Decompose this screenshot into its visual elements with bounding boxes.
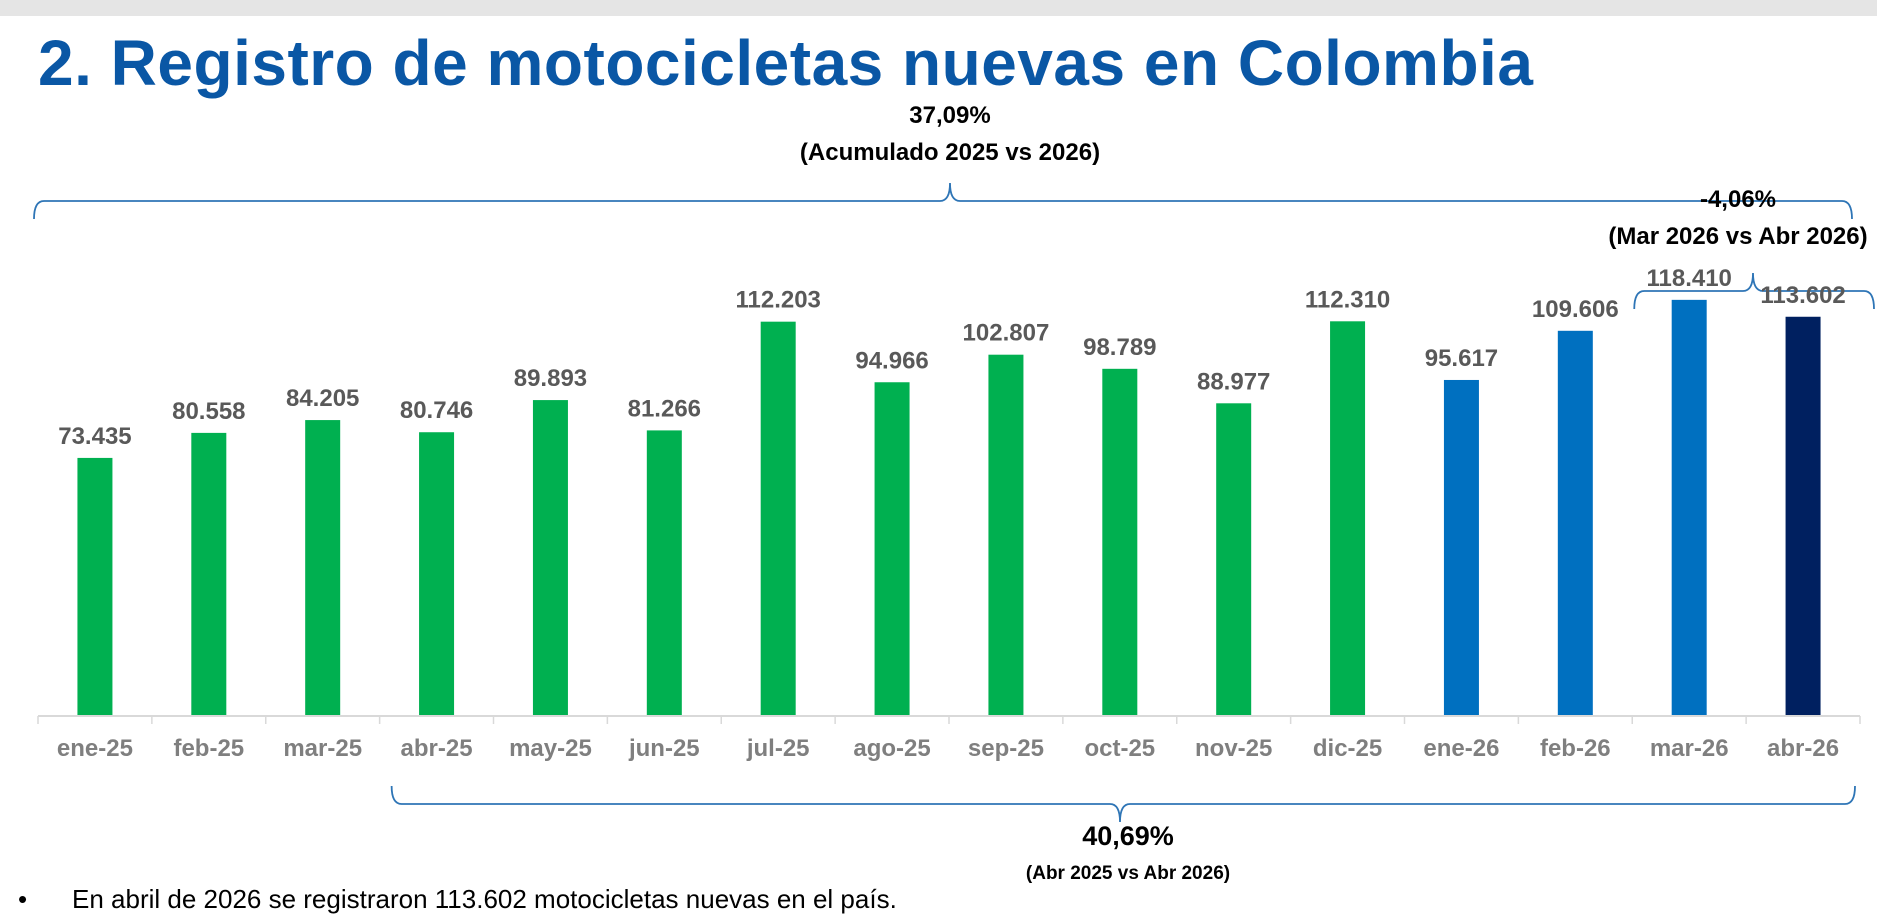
bar-dic-25 bbox=[1330, 321, 1366, 716]
x-tick-label-feb-25: feb-25 bbox=[173, 735, 244, 762]
annotations-layer: 37,09% (Acumulado 2025 vs 2026) -4,06% (… bbox=[800, 102, 1868, 884]
bar-may-25 bbox=[532, 400, 568, 716]
bar-jul-25 bbox=[760, 321, 796, 716]
x-axis-ticks bbox=[37, 716, 1861, 724]
bar-mar-25 bbox=[305, 420, 341, 716]
x-tick-label-feb-26: feb-26 bbox=[1540, 735, 1611, 762]
acumulado-label: (Acumulado 2025 vs 2026) bbox=[800, 139, 1100, 166]
data-label-feb-25: 80.558 bbox=[172, 398, 245, 425]
note-item: • En abril de 2026 se registraron 113.60… bbox=[18, 884, 897, 915]
x-tick-label-jul-25: jul-25 bbox=[746, 735, 810, 762]
data-label-mar-26: 118.410 bbox=[1646, 265, 1731, 292]
anual-pct: 40,69% bbox=[1082, 821, 1174, 851]
data-label-jul-25: 112.203 bbox=[735, 287, 820, 314]
data-label-jun-25: 81.266 bbox=[628, 395, 701, 422]
bar-sep-25 bbox=[988, 354, 1024, 716]
x-tick-label-jun-25: jun-25 bbox=[628, 735, 700, 762]
brackets-layer bbox=[33, 182, 1875, 823]
x-tick-label-may-25: may-25 bbox=[509, 735, 592, 762]
bar-jun-25 bbox=[646, 430, 682, 716]
data-label-oct-25: 98.789 bbox=[1083, 334, 1156, 361]
bar-nov-25 bbox=[1216, 403, 1252, 716]
data-label-mar-25: 84.205 bbox=[286, 385, 359, 412]
bullet-marker: • bbox=[18, 884, 28, 914]
anual-label: (Abr 2025 vs Abr 2026) bbox=[1026, 863, 1230, 884]
bar-ago-25 bbox=[874, 382, 910, 716]
bar-ene-25 bbox=[77, 457, 113, 716]
bar-ene-26 bbox=[1443, 379, 1479, 716]
data-label-may-25: 89.893 bbox=[514, 365, 587, 392]
mensual-pct: -4,06% bbox=[1700, 186, 1776, 213]
x-tick-label-ene-25: ene-25 bbox=[57, 735, 133, 762]
bracket-acumulado bbox=[33, 182, 1853, 220]
data-label-abr-26: 113.602 bbox=[1760, 282, 1845, 309]
data-label-sep-25: 102.807 bbox=[963, 320, 1050, 347]
bar-feb-25 bbox=[191, 432, 227, 716]
slide: 2. Registro de motocicletas nuevas en Co… bbox=[0, 16, 1877, 916]
bar-chart: 73.435 80.558 84.205 80.746 89.893 81.266 112.… bbox=[33, 102, 1875, 884]
bars-layer bbox=[77, 299, 1821, 716]
data-label-dic-25: 112.310 bbox=[1305, 286, 1390, 313]
x-tick-label-oct-25: oct-25 bbox=[1084, 735, 1155, 762]
x-tick-label-nov-25: nov-25 bbox=[1195, 735, 1272, 762]
bracket-mensual bbox=[1633, 272, 1875, 310]
bar-mar-26 bbox=[1671, 299, 1707, 716]
bar-oct-25 bbox=[1102, 368, 1138, 716]
acumulado-pct: 37,09% bbox=[909, 102, 990, 129]
bracket-anual bbox=[390, 785, 1856, 823]
bar-abr-25 bbox=[419, 432, 455, 716]
bar-feb-26 bbox=[1557, 330, 1593, 716]
data-label-ago-25: 94.966 bbox=[855, 347, 928, 374]
data-label-nov-25: 88.977 bbox=[1197, 368, 1270, 395]
mensual-label: (Mar 2026 vs Abr 2026) bbox=[1608, 223, 1867, 250]
notes-list: • En abril de 2026 se registraron 113.60… bbox=[18, 884, 897, 915]
x-tick-labels-layer: ene-25 feb-25 mar-25 abr-25 may-25 jun-25 jul-… bbox=[57, 735, 1839, 762]
data-label-ene-25: 73.435 bbox=[58, 423, 131, 450]
x-tick-label-mar-26: mar-26 bbox=[1650, 735, 1729, 762]
x-tick-label-ene-26: ene-26 bbox=[1423, 735, 1499, 762]
data-label-ene-26: 95.617 bbox=[1425, 345, 1498, 372]
x-tick-label-abr-26: abr-26 bbox=[1767, 735, 1839, 762]
bar-abr-26 bbox=[1785, 316, 1821, 716]
note-text: En abril de 2026 se registraron 113.602 … bbox=[72, 884, 897, 914]
data-label-abr-25: 80.746 bbox=[400, 397, 473, 424]
x-tick-label-ago-25: ago-25 bbox=[853, 735, 930, 762]
x-tick-label-sep-25: sep-25 bbox=[968, 735, 1044, 762]
data-label-feb-26: 109.606 bbox=[1532, 296, 1619, 323]
x-tick-label-abr-25: abr-25 bbox=[401, 735, 473, 762]
data-labels-layer: 73.435 80.558 84.205 80.746 89.893 81.266 112.… bbox=[58, 265, 1846, 450]
x-tick-label-dic-25: dic-25 bbox=[1313, 735, 1382, 762]
x-tick-label-mar-25: mar-25 bbox=[283, 735, 362, 762]
page-title: 2. Registro de motocicletas nuevas en Co… bbox=[38, 27, 1534, 99]
